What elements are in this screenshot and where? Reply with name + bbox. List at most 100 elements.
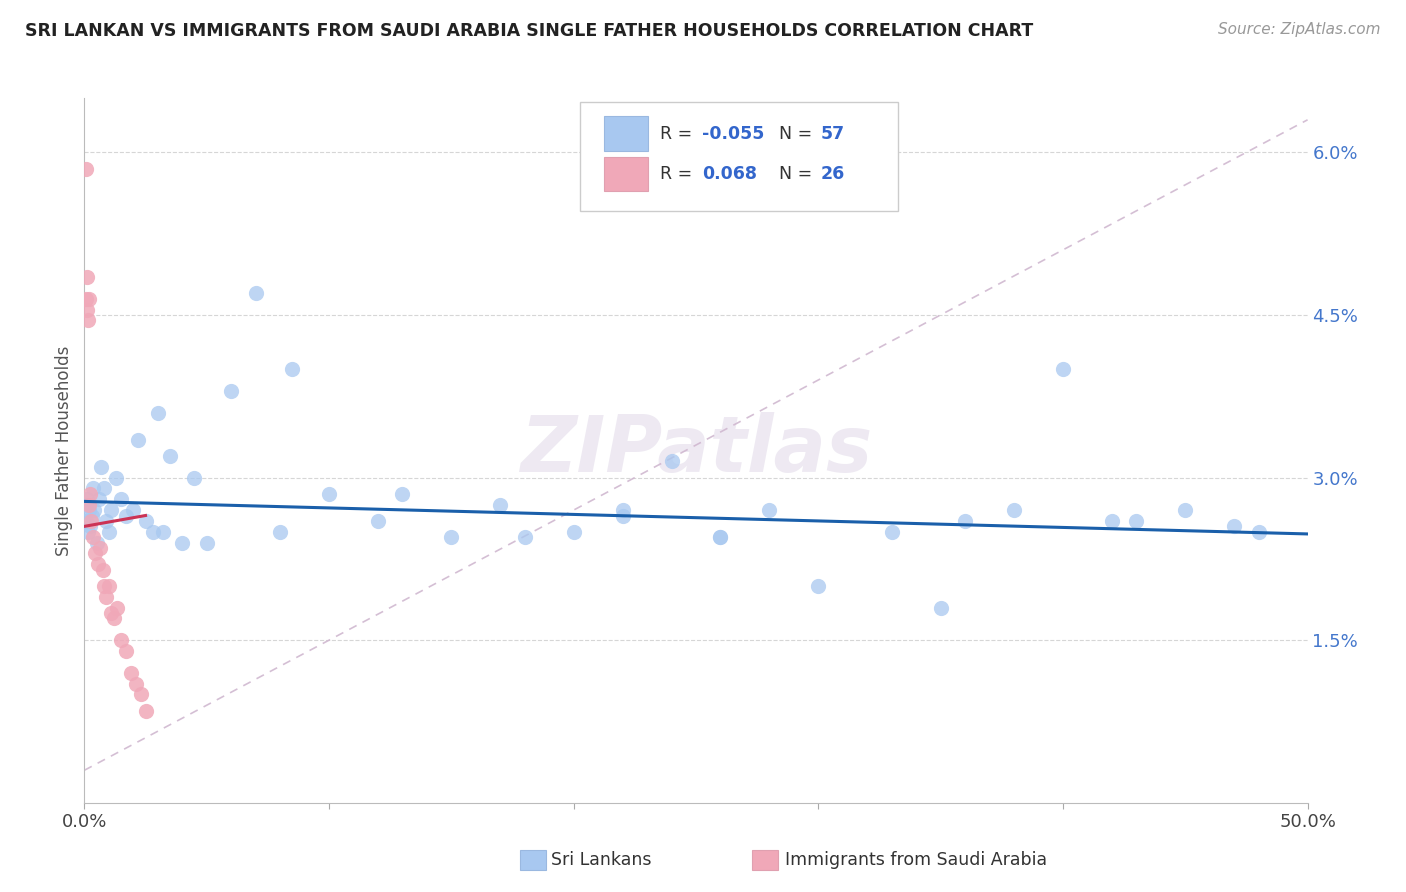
Point	[1101, 514, 1123, 528]
Point	[709, 530, 731, 544]
Point	[489, 498, 512, 512]
Point	[183, 470, 205, 484]
Point	[661, 454, 683, 468]
Text: 0.068: 0.068	[702, 165, 756, 183]
Point	[1223, 519, 1246, 533]
Point	[76, 270, 98, 285]
Point	[391, 487, 413, 501]
FancyBboxPatch shape	[579, 102, 898, 211]
Point	[709, 530, 731, 544]
Point	[96, 514, 118, 528]
Point	[80, 514, 103, 528]
Text: Source: ZipAtlas.com: Source: ZipAtlas.com	[1218, 22, 1381, 37]
Point	[281, 362, 304, 376]
Point	[120, 665, 142, 680]
Point	[97, 579, 120, 593]
Text: Immigrants from Saudi Arabia: Immigrants from Saudi Arabia	[785, 851, 1046, 869]
FancyBboxPatch shape	[605, 157, 648, 191]
Point	[103, 611, 125, 625]
Point	[1174, 503, 1197, 517]
Point	[75, 498, 97, 512]
Text: N =: N =	[779, 125, 818, 143]
Point	[76, 492, 98, 507]
Point	[93, 579, 115, 593]
Point	[91, 563, 114, 577]
Point	[440, 530, 463, 544]
Point	[87, 558, 110, 572]
Point	[89, 541, 111, 555]
Point	[82, 482, 104, 496]
Point	[129, 687, 152, 701]
Point	[953, 514, 976, 528]
Point	[562, 524, 585, 539]
Point	[77, 498, 100, 512]
Point	[86, 535, 108, 549]
Point	[83, 503, 105, 517]
Point	[245, 286, 267, 301]
FancyBboxPatch shape	[605, 117, 648, 151]
Point	[135, 514, 157, 528]
Point	[110, 633, 132, 648]
Text: -0.055: -0.055	[702, 125, 765, 143]
Y-axis label: Single Father Households: Single Father Households	[55, 345, 73, 556]
Point	[513, 530, 536, 544]
Point	[110, 492, 132, 507]
Text: R =: R =	[661, 165, 704, 183]
Point	[125, 676, 148, 690]
Point	[172, 535, 194, 549]
Point	[612, 503, 634, 517]
Point	[1002, 503, 1025, 517]
Point	[84, 546, 107, 560]
Point	[97, 524, 120, 539]
Point	[219, 384, 242, 398]
Point	[75, 514, 97, 528]
Point	[152, 524, 174, 539]
Point	[1052, 362, 1074, 376]
Point	[79, 487, 101, 501]
Point	[1125, 514, 1147, 528]
Point	[77, 313, 100, 327]
Point	[135, 704, 157, 718]
Text: N =: N =	[779, 165, 818, 183]
Point	[105, 470, 128, 484]
Point	[807, 579, 830, 593]
Point	[105, 600, 128, 615]
Point	[612, 508, 634, 523]
Point	[195, 535, 218, 549]
Point	[127, 433, 149, 447]
Point	[96, 590, 118, 604]
Point	[79, 519, 101, 533]
Point	[880, 524, 903, 539]
Text: ZIPatlas: ZIPatlas	[520, 412, 872, 489]
Text: 57: 57	[821, 125, 845, 143]
Point	[115, 644, 138, 658]
Point	[269, 524, 291, 539]
Point	[115, 508, 138, 523]
Point	[100, 606, 122, 620]
Point	[75, 292, 97, 306]
Point	[75, 161, 97, 176]
Text: Sri Lankans: Sri Lankans	[551, 851, 651, 869]
Point	[122, 503, 145, 517]
Point	[93, 482, 115, 496]
Text: R =: R =	[661, 125, 699, 143]
Point	[142, 524, 165, 539]
Point	[76, 302, 98, 317]
Text: SRI LANKAN VS IMMIGRANTS FROM SAUDI ARABIA SINGLE FATHER HOUSEHOLDS CORRELATION : SRI LANKAN VS IMMIGRANTS FROM SAUDI ARAB…	[25, 22, 1033, 40]
Point	[82, 530, 104, 544]
Point	[77, 524, 100, 539]
Point	[318, 487, 340, 501]
Point	[77, 503, 100, 517]
Text: 26: 26	[821, 165, 845, 183]
Point	[87, 492, 110, 507]
Point	[100, 503, 122, 517]
Point	[367, 514, 389, 528]
Point	[80, 508, 103, 523]
Point	[758, 503, 780, 517]
Point	[146, 405, 169, 419]
Point	[90, 459, 112, 474]
Point	[159, 449, 181, 463]
Point	[929, 600, 952, 615]
Point	[77, 292, 100, 306]
Point	[1247, 524, 1270, 539]
